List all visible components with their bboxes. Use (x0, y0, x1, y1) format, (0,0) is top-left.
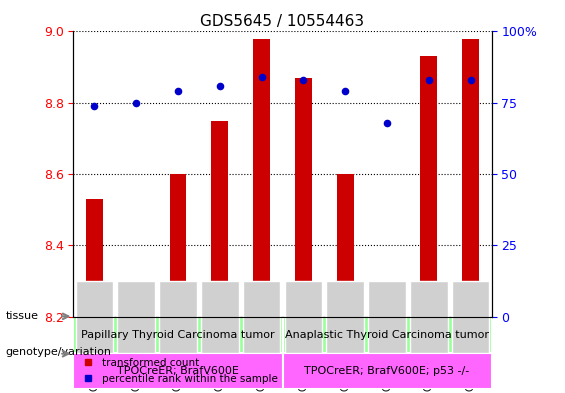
Text: TPOCreER; BrafV600E; p53 -/-: TPOCreER; BrafV600E; p53 -/- (305, 366, 470, 376)
FancyBboxPatch shape (452, 281, 489, 353)
Title: GDS5645 / 10554463: GDS5645 / 10554463 (201, 14, 364, 29)
Bar (462, 39, 479, 317)
Bar (253, 39, 270, 317)
Point (424, 77, 433, 83)
Point (257, 74, 266, 80)
FancyBboxPatch shape (327, 281, 364, 353)
Bar (379, 288, 395, 317)
Point (90, 103, 99, 109)
FancyBboxPatch shape (285, 281, 322, 353)
Point (215, 83, 224, 89)
Bar (282, 353, 492, 389)
Bar (73, 317, 282, 353)
Text: Papillary Thyroid Carcinoma tumor: Papillary Thyroid Carcinoma tumor (81, 330, 275, 340)
Bar (337, 174, 354, 317)
FancyBboxPatch shape (159, 281, 197, 353)
Point (383, 119, 392, 126)
Bar (295, 78, 312, 317)
Bar (211, 121, 228, 317)
Point (299, 77, 308, 83)
Bar (73, 353, 282, 389)
Point (466, 77, 475, 83)
Text: genotype/variation: genotype/variation (6, 347, 112, 357)
Text: Anaplastic Thyroid Carcinoma tumor: Anaplastic Thyroid Carcinoma tumor (285, 330, 489, 340)
FancyBboxPatch shape (243, 281, 280, 353)
Point (341, 88, 350, 94)
FancyBboxPatch shape (201, 281, 238, 353)
Bar (282, 317, 492, 353)
Legend: transformed count, percentile rank within the sample: transformed count, percentile rank withi… (79, 354, 281, 388)
Bar (86, 199, 103, 317)
Bar (420, 57, 437, 317)
FancyBboxPatch shape (410, 281, 447, 353)
FancyBboxPatch shape (76, 281, 113, 353)
Text: tissue: tissue (6, 311, 38, 321)
FancyBboxPatch shape (118, 281, 155, 353)
Text: TPOCreER; BrafV600E: TPOCreER; BrafV600E (117, 366, 239, 376)
FancyBboxPatch shape (368, 281, 406, 353)
Point (173, 88, 182, 94)
Bar (170, 174, 186, 317)
Point (132, 100, 141, 106)
